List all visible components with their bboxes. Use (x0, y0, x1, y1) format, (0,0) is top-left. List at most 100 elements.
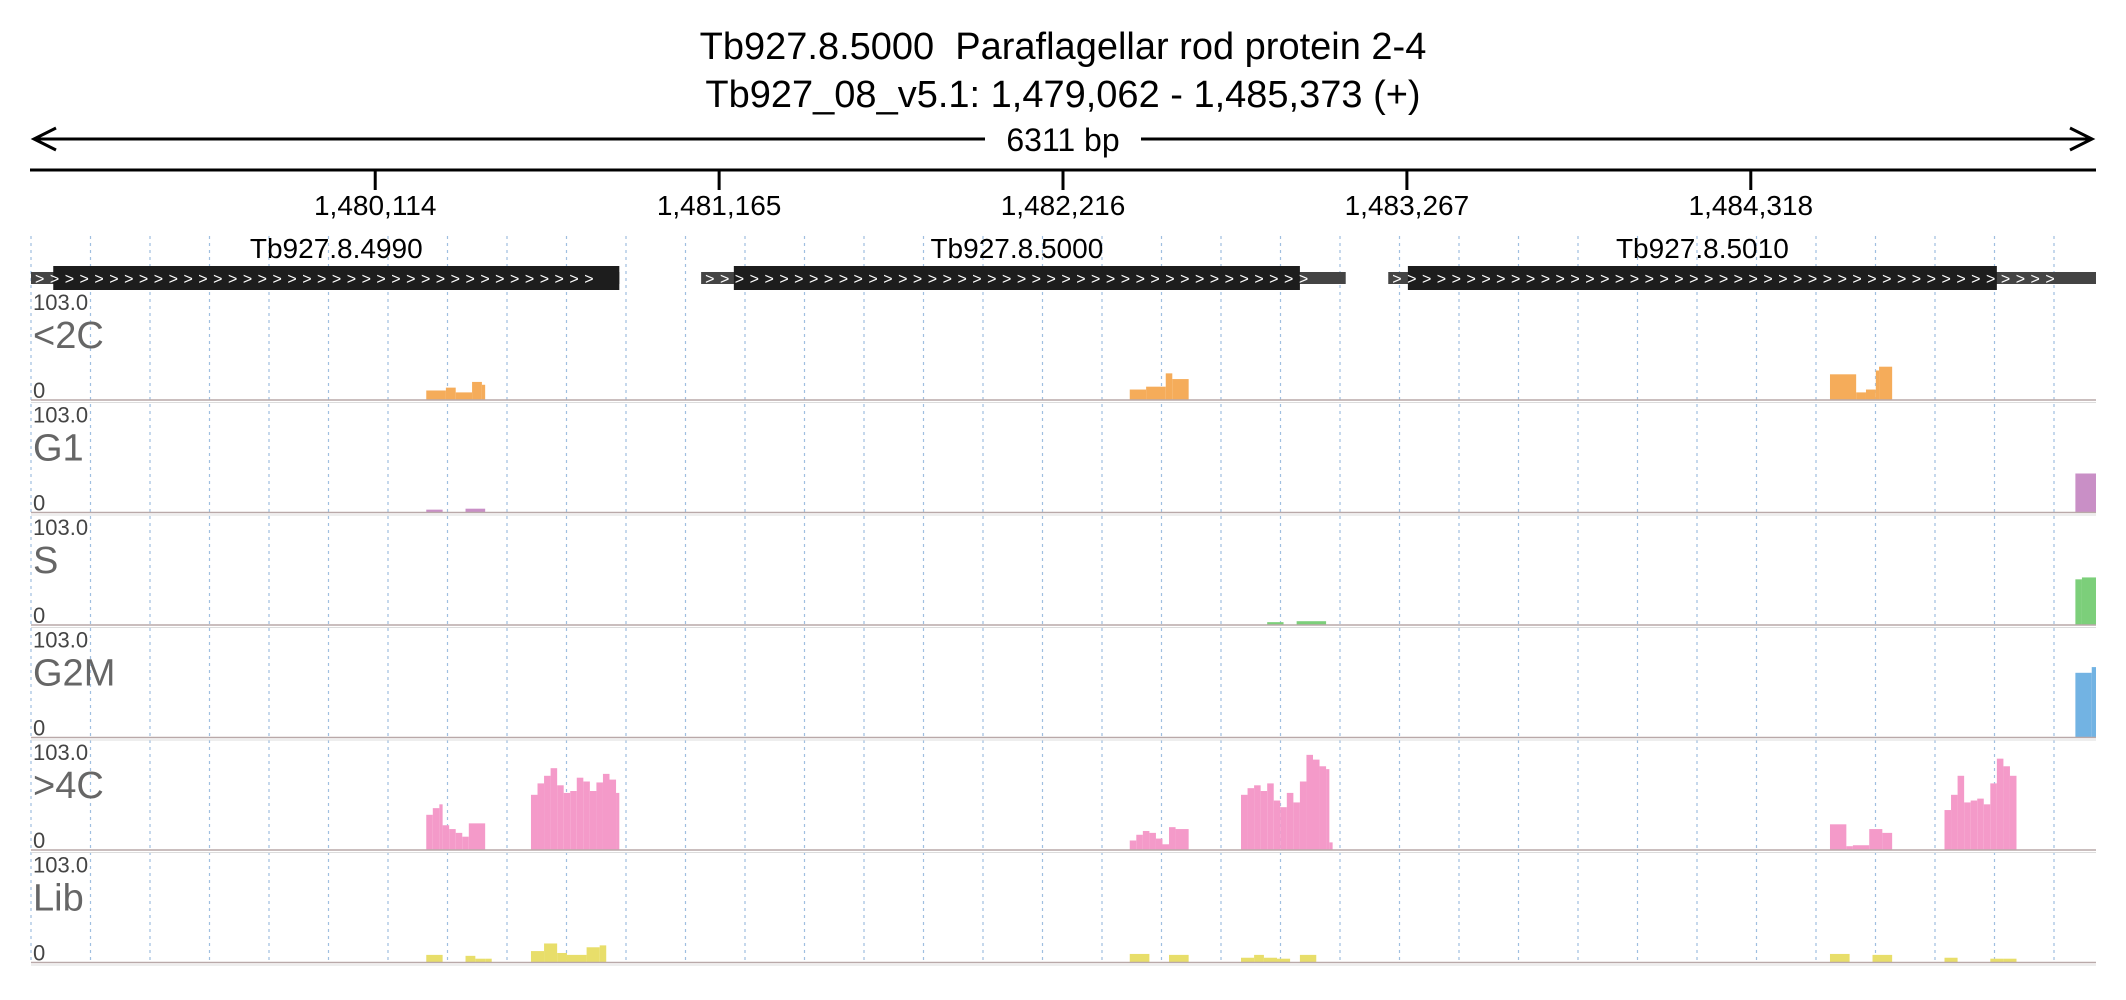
track-ymin: 0 (33, 941, 45, 966)
coverage-bar (550, 768, 558, 850)
coverage-bar (1260, 791, 1268, 850)
coverage-bar (586, 947, 600, 963)
coverage-bar (1241, 794, 1248, 850)
coverage-bar (1247, 788, 1255, 850)
coverage-bar (1944, 957, 1958, 963)
coverage-bar (1296, 621, 1327, 625)
track-ymin: 0 (33, 491, 45, 516)
coverage-bar (426, 814, 433, 850)
coverage-bar (1879, 366, 1893, 400)
coverage-bar (1996, 758, 2004, 850)
coverage-bar (1162, 844, 1170, 850)
coverage-bar (530, 794, 538, 850)
ruler-tick-label: 1,481,165 (657, 190, 782, 221)
coverage-bar (475, 958, 486, 963)
track-ymin: 0 (33, 603, 45, 628)
gene-label: Tb927.8.5000 (930, 233, 1103, 264)
coverage-bar (1169, 954, 1189, 963)
track-ymax: 103.0 (33, 628, 88, 653)
coverage-bar (449, 829, 456, 850)
coverage-bar (1293, 802, 1300, 850)
svg-text:>>>>>>>>>>>>>>>>>>>>>>>>>>>>>>: >>>>>>>>>>>>>>>>>>>>>>>>>>>>>>>>>>>>>> (35, 271, 599, 288)
coverage-bar (1872, 954, 1893, 963)
coverage-bar (566, 954, 587, 963)
span-length: 6311 bp (1006, 122, 1119, 158)
coverage-bar (1254, 785, 1261, 850)
coverage-bar (1280, 807, 1287, 850)
ruler-tick-label: 1,484,318 (1689, 190, 1814, 221)
ruler-tick-label: 1,482,216 (1001, 190, 1126, 221)
coverage-bar (599, 945, 607, 963)
track-ymax: 103.0 (33, 853, 88, 878)
coverage-bar (1306, 754, 1313, 850)
coverage-bar (1964, 802, 1971, 850)
coverage-bar (1267, 622, 1284, 625)
coverage-bar (465, 955, 476, 963)
coverage-bar (576, 777, 584, 850)
coverage-bar (1856, 392, 1866, 400)
coverage-bar (1146, 386, 1166, 400)
coverage-bar (530, 951, 545, 963)
coverage-track: 103.0G1 0 (31, 403, 2096, 516)
gene-label: Tb927.8.4990 (250, 233, 423, 264)
gridlines (30, 236, 2055, 962)
span-arrow: 6311 bp (30, 120, 2096, 158)
gene-model[interactable]: >>>>>>>>>>>>>>>>>>>>>>>>>>>>>>>>>>>>>>>>… (701, 233, 1346, 290)
track-name: S (33, 540, 58, 582)
coverage-bar (485, 958, 492, 963)
coverage-bar (1329, 842, 1333, 850)
coverage-bar (557, 785, 564, 850)
coverage-bar (1944, 810, 1952, 850)
track-name: G2M (33, 653, 115, 695)
coverage-bar (1129, 953, 1150, 963)
coverage-bar (1882, 832, 1893, 850)
coverage-bar (432, 808, 440, 850)
coverage-bar (1136, 834, 1143, 850)
coverage-bar (1846, 846, 1853, 850)
coverage-tracks: 103.0<2C0103.0G10103.0S0103.0G2M0103.0>4… (31, 290, 2096, 966)
coverage-bar (596, 782, 603, 850)
coverage-bar (2075, 579, 2082, 625)
track-name: <2C (33, 315, 104, 357)
gene-label: Tb927.8.5010 (1616, 233, 1789, 264)
coverage-bar (1983, 804, 1991, 850)
track-ymax: 103.0 (33, 740, 88, 765)
track-ymin: 0 (33, 378, 45, 403)
coverage-bar (1326, 769, 1330, 850)
track-ymin: 0 (33, 828, 45, 853)
coverage-bar (1829, 374, 1857, 400)
coverage-bar (1165, 373, 1173, 400)
track-name: G1 (33, 428, 84, 470)
track-name: Lib (33, 878, 84, 920)
gene-model[interactable]: >>>>>>>>>>>>>>>>>>>>>>>>>>>>>>>>>>>>>> Tb… (31, 233, 620, 290)
ruler-tick-label: 1,483,267 (1345, 190, 1470, 221)
coverage-bar (1951, 794, 1958, 850)
coverage-bar (609, 779, 617, 850)
coverage-bar (557, 952, 567, 963)
coverage-bar (465, 508, 486, 513)
coverage-bar (1829, 953, 1850, 963)
track-ymax: 103.0 (33, 515, 88, 540)
coverage-bar (2009, 775, 2017, 850)
coverage-bar (1129, 840, 1137, 850)
coverage-bar (1129, 389, 1147, 400)
coverage-bar (426, 509, 443, 513)
coverage-bar (1149, 832, 1156, 850)
coverage-bar (544, 943, 558, 963)
track-name: >4C (33, 765, 104, 807)
coverage-track: 103.0<2C 0 (31, 290, 2096, 403)
coverage-bar (1299, 781, 1307, 850)
locus-range: Tb927_08_v5.1: 1,479,062 - 1,485,373 (+) (705, 74, 1420, 116)
coverage-bar (583, 781, 590, 850)
track-ymax: 103.0 (33, 290, 88, 315)
coverage-bar (1869, 829, 1883, 850)
svg-text:>>>>>>>>>>>>>>>>>>>>>>>>>>>>>>: >>>>>>>>>>>>>>>>>>>>>>>>>>>>>>>>>>>>>>>>… (705, 271, 1314, 288)
coverage-bar (1875, 370, 1880, 400)
coverage-bar (2075, 473, 2096, 513)
gene-model[interactable]: >>>>>>>>>>>>>>>>>>>>>>>>>>>>>>>>>>>>>>>>… (1388, 233, 2096, 290)
coverage-bar (445, 387, 456, 400)
coverage-bar (2075, 672, 2092, 738)
coverage-bar (1142, 830, 1150, 850)
coverage-bar (1241, 957, 1255, 963)
